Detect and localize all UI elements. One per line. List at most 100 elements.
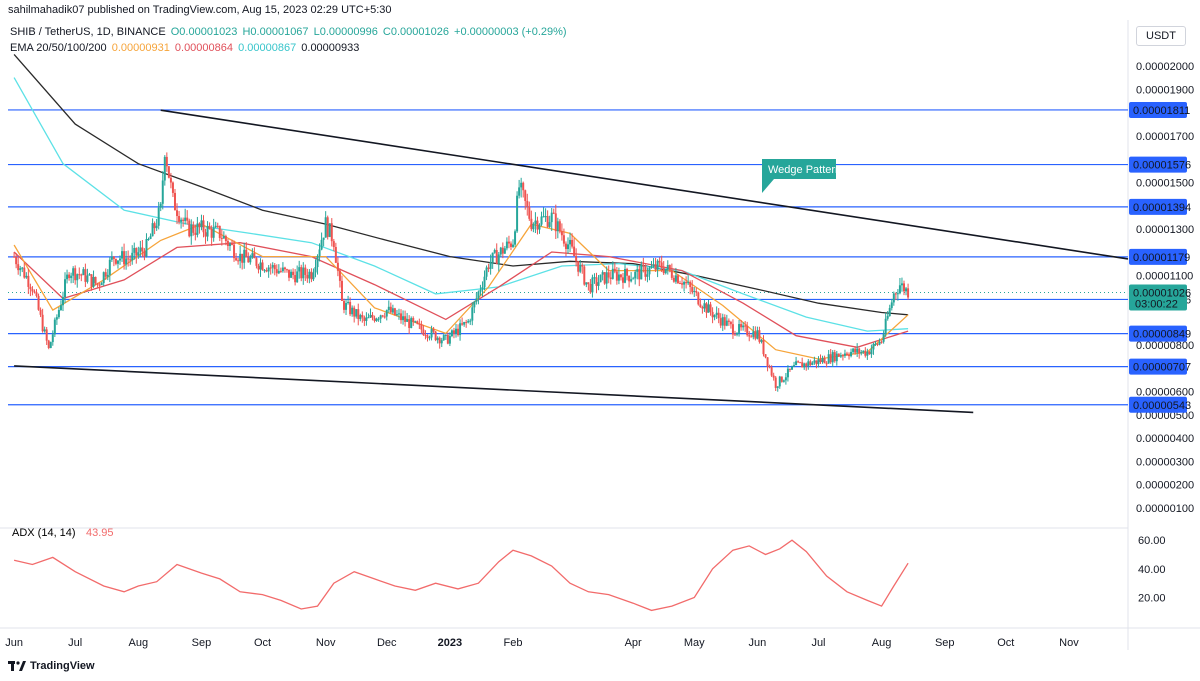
candle-body — [469, 320, 472, 322]
candle-body — [440, 340, 443, 344]
candle-body — [866, 351, 869, 356]
candle-body — [715, 312, 718, 315]
candle-body — [275, 269, 278, 274]
candle-body — [395, 314, 398, 316]
candle-body — [713, 314, 716, 318]
price-tick-label: 0.00000400 — [1136, 433, 1194, 445]
candle-body — [703, 303, 706, 309]
candle-body — [770, 367, 773, 376]
candle-body — [328, 223, 331, 237]
candle-body — [353, 307, 356, 317]
candle-body — [742, 325, 745, 328]
adx-tick-label: 20.00 — [1138, 593, 1166, 605]
candle-body — [831, 352, 834, 363]
candle-body — [589, 283, 592, 293]
candle-body — [375, 318, 378, 321]
candle-body — [780, 376, 783, 382]
adx-value: 43.95 — [86, 527, 114, 539]
candle-body — [92, 276, 95, 287]
ohlc-low: L0.00000996 — [313, 26, 378, 38]
candle-body — [837, 353, 840, 357]
price-tick-label: 0.00000300 — [1136, 456, 1194, 468]
candle-body — [829, 354, 832, 363]
candle-body — [127, 258, 130, 260]
candle-body — [72, 268, 75, 276]
candle-body — [567, 244, 569, 250]
candle-body — [408, 319, 411, 328]
candle-body — [363, 317, 366, 321]
candle-body — [550, 212, 553, 223]
level-price-tag — [1129, 198, 1187, 215]
time-tick-label: Oct — [254, 637, 271, 649]
candle-body — [190, 224, 193, 237]
candle-body — [811, 362, 814, 365]
wedge-trendline[interactable] — [14, 365, 974, 414]
candle-body — [587, 282, 590, 284]
candle-body — [845, 353, 848, 355]
candle-body — [381, 315, 384, 317]
candle-body — [171, 182, 174, 193]
candle-body — [463, 321, 466, 325]
candle-body — [239, 253, 242, 262]
candle-body — [652, 264, 655, 267]
candle-body — [573, 246, 576, 256]
candle-body — [475, 298, 478, 302]
candle-body — [725, 320, 728, 326]
candle-body — [731, 324, 734, 335]
candle-body — [784, 377, 787, 381]
level-price-label: 0.00001576 — [1133, 160, 1191, 172]
candle-body — [660, 262, 663, 269]
candle-body — [306, 274, 309, 279]
level-price-tag — [1129, 101, 1187, 118]
candle-body — [145, 239, 148, 257]
candle-body — [650, 266, 653, 268]
candle-body — [819, 359, 822, 363]
candle-body — [298, 267, 301, 272]
wedge-trendline[interactable] — [160, 109, 1129, 260]
time-tick-label: Sep — [192, 637, 212, 649]
candle-body — [210, 228, 213, 238]
candle-body — [858, 348, 861, 354]
candle-body — [564, 243, 567, 250]
candle-body — [216, 225, 219, 227]
candle-body — [68, 274, 71, 279]
candle-body — [233, 244, 236, 259]
candle-body — [585, 282, 588, 285]
candle-body — [467, 320, 470, 323]
currency-button[interactable]: USDT — [1136, 26, 1186, 46]
ema20-value: 0.00000931 — [111, 42, 170, 54]
candle-body — [285, 269, 288, 271]
ema50-value: 0.00000864 — [174, 42, 234, 54]
candle-body — [400, 313, 403, 321]
candle-body — [733, 334, 736, 336]
price-tick-label: 0.00000600 — [1136, 387, 1194, 399]
candle-body — [825, 363, 828, 365]
price-tick-label: 0.00000200 — [1136, 480, 1194, 492]
candle-body — [860, 352, 863, 354]
candle-body — [611, 268, 614, 279]
adx-tick-label: 60.00 — [1138, 535, 1166, 547]
candle-body — [59, 305, 62, 311]
candle-body — [110, 256, 113, 260]
ema100-value: 0.00000867 — [238, 42, 297, 54]
candle-body — [377, 318, 380, 320]
candle-body — [848, 354, 851, 357]
candle-body — [850, 351, 853, 357]
candle-body — [430, 329, 433, 338]
candle-body — [888, 308, 891, 316]
candle-body — [880, 341, 883, 343]
candle-body — [459, 323, 462, 336]
candle-body — [261, 262, 264, 271]
candle-body — [483, 276, 486, 288]
candle-body — [685, 282, 688, 284]
candle-body — [49, 342, 52, 348]
wedge-pattern-callout[interactable]: Wedge Pattern — [762, 159, 841, 193]
candle-body — [558, 221, 561, 232]
candle-body — [245, 249, 248, 258]
candle-body — [628, 275, 631, 282]
candle-body — [316, 256, 319, 268]
candle-body — [786, 368, 789, 378]
adx-title: ADX (14, 14) — [12, 527, 76, 539]
candle-body — [33, 291, 36, 293]
